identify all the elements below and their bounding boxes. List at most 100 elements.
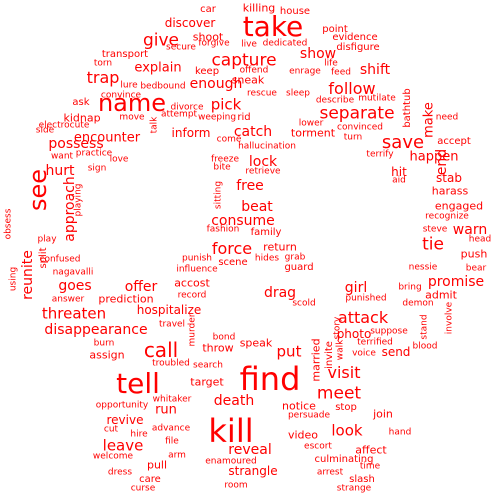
word: involve [444, 301, 455, 335]
word: terrified [357, 337, 393, 348]
word: house [279, 6, 311, 17]
word: reveal [228, 442, 272, 458]
word: walk [335, 339, 346, 361]
word: dress [107, 467, 133, 478]
word: story [332, 316, 343, 340]
word: scold [292, 298, 316, 309]
word: reunite [20, 250, 36, 300]
word: arrest [316, 467, 344, 478]
word: nagavalli [52, 267, 94, 278]
word: discover [164, 16, 216, 30]
word: admit [425, 288, 457, 302]
word: turn [343, 132, 363, 143]
word: accept [437, 136, 471, 147]
word: file [165, 436, 179, 447]
word: murder [187, 313, 198, 347]
word: kidnap [63, 111, 101, 125]
word: target [190, 375, 224, 389]
word: hospitalize [136, 303, 202, 317]
word: pull [146, 458, 168, 472]
word: demon [402, 298, 434, 309]
word: bite [213, 162, 231, 173]
word: assign [89, 348, 125, 362]
word: send [381, 345, 411, 359]
word: freeze [210, 154, 240, 165]
word: aid [392, 175, 406, 186]
word: attempt [160, 109, 198, 120]
word: lock [248, 154, 278, 170]
word: lure [120, 80, 138, 91]
word: convince [100, 90, 142, 101]
word: play [37, 234, 57, 245]
word: nessie [408, 262, 438, 273]
word: offer [124, 279, 158, 295]
word: transport [101, 49, 149, 60]
word: make [421, 102, 437, 138]
word: family [250, 227, 282, 238]
word: engaged [434, 199, 484, 213]
word: run [155, 402, 177, 418]
word: punished [345, 293, 387, 304]
word: capture [211, 50, 277, 71]
word: recognize [425, 211, 469, 222]
word: affect [355, 443, 387, 457]
word: follow [328, 79, 376, 98]
word: inform [171, 126, 211, 140]
word: find [239, 360, 301, 398]
word: point [322, 24, 348, 35]
word: shift [359, 62, 391, 78]
word: obsess [3, 208, 14, 240]
word: steve [422, 224, 448, 235]
word: visit [327, 363, 361, 382]
word: using [8, 266, 19, 292]
word: possess [48, 136, 104, 152]
word: accost [174, 276, 210, 290]
word: influence [176, 264, 218, 275]
word: revive [106, 413, 144, 427]
word: hit [391, 165, 407, 179]
word: lower [298, 118, 324, 129]
word: push [460, 247, 488, 261]
word: threaten [41, 304, 107, 323]
word: sitting [213, 180, 224, 210]
word: goes [58, 278, 92, 294]
word: move [119, 112, 145, 123]
word: name [97, 89, 167, 117]
word: live [241, 39, 257, 50]
word: search [193, 360, 223, 371]
word: punish [181, 253, 213, 264]
word: retrieve [245, 166, 281, 177]
word: separate [319, 103, 395, 124]
word: trap [86, 68, 120, 87]
word: electrocute [38, 120, 90, 131]
word: rid [237, 112, 251, 123]
word: car [200, 4, 216, 15]
word: guard [284, 262, 314, 273]
word: playing [73, 183, 84, 217]
word: catch [233, 124, 273, 140]
word: convinced [337, 122, 383, 133]
word: forgive [198, 38, 230, 49]
word: sleep [286, 88, 310, 99]
word: room [224, 480, 248, 491]
word: disappearance [44, 322, 148, 338]
word: speak [239, 336, 273, 350]
word: voice [352, 348, 376, 359]
word: promise [427, 274, 485, 290]
word: explain [134, 60, 182, 76]
word: stab [436, 171, 462, 185]
word: consume [211, 213, 275, 229]
word: advance [151, 423, 191, 434]
word: travel [158, 319, 186, 330]
word: tie [422, 234, 444, 255]
word: strange [336, 483, 372, 494]
word: sneak [231, 73, 265, 87]
word: force [211, 239, 253, 258]
word: blood [412, 341, 438, 352]
word: beat [241, 199, 273, 215]
word: rescue [247, 88, 277, 99]
word: burn [93, 338, 115, 349]
word: tell [116, 367, 160, 400]
word: hides [254, 253, 280, 264]
word: curse [130, 483, 156, 494]
